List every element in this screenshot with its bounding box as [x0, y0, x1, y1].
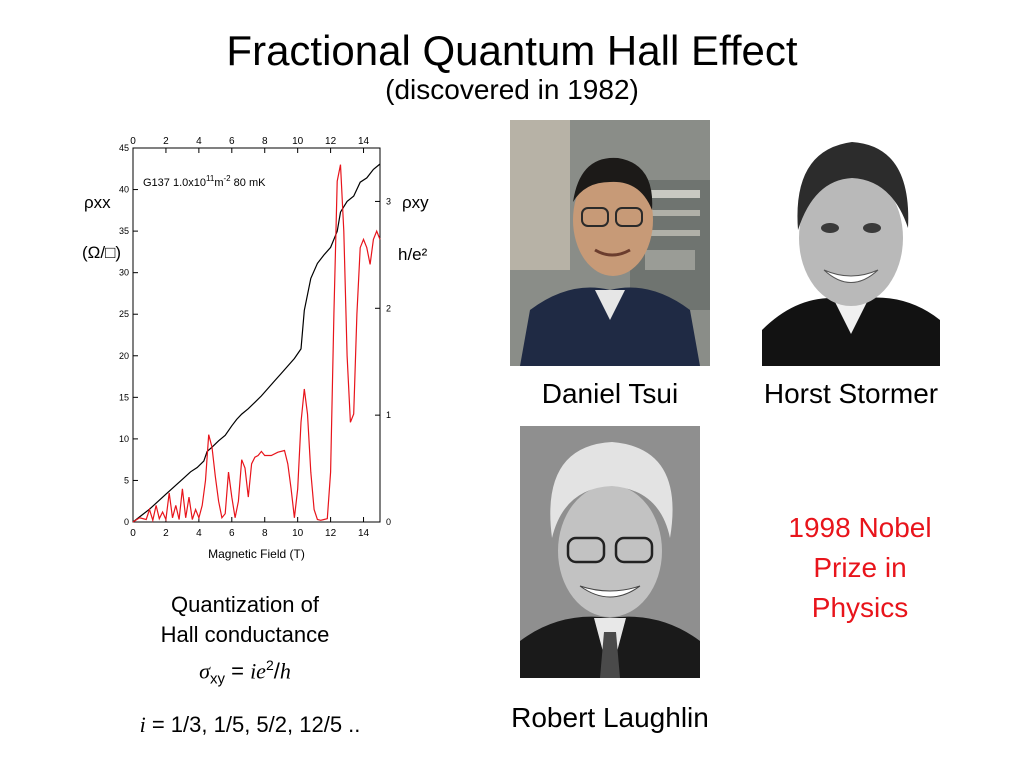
slide-title: Fractional Quantum Hall Effect: [226, 27, 798, 74]
slide-subtitle: (discovered in 1982): [385, 74, 639, 105]
y-left-tick-label: 5: [124, 475, 129, 485]
y-left-tick-label: 15: [119, 392, 129, 402]
formula-sub: xy: [209, 670, 225, 688]
x-tick-label: 2: [163, 528, 169, 539]
y-left-tick-label: 45: [119, 143, 129, 153]
x-tick-label-top: 0: [130, 136, 136, 147]
sample-unit: m: [214, 177, 223, 189]
name-daniel-tsui: Daniel Tsui: [541, 378, 679, 409]
x-tick-label: 14: [358, 528, 370, 539]
nobel-prize-note: 1998 Nobel Prize in Physics: [750, 508, 970, 628]
x-tick-label: 0: [130, 528, 136, 539]
conductance-formula: σxy = ie2/h: [100, 650, 390, 695]
photo-daniel-tsui: [510, 120, 710, 366]
sample-temperature: 80 mK: [231, 177, 267, 189]
formula-slash: /: [273, 658, 280, 684]
formula-h: h: [279, 658, 291, 684]
caption-line-1: Quantization of: [171, 592, 319, 617]
y-left-tick-label: 35: [119, 226, 129, 236]
sample-label: G137 1.0x10: [143, 177, 206, 189]
hall-effect-chart: 0022446688101012121414051015202530354045…: [82, 136, 429, 561]
caption-line-2: Hall conductance: [160, 622, 330, 647]
x-tick-label: 8: [262, 528, 268, 539]
y-left-tick-label: 10: [119, 434, 129, 444]
nobel-line-2: Prize in: [813, 552, 907, 583]
y-left-tick-label: 30: [119, 268, 129, 278]
x-tick-label-top: 10: [292, 136, 304, 147]
filling-factors: i = 1/3, 1/5, 5/2, 12/5 ..: [90, 710, 410, 740]
y-right-tick-label: 2: [386, 303, 391, 313]
y-left-tick-label: 0: [124, 517, 129, 527]
left-axis-label: ρxx: [84, 193, 111, 212]
x-tick-label: 10: [292, 528, 304, 539]
y-right-tick-label: 3: [386, 196, 391, 206]
y-right-tick-label: 1: [386, 410, 391, 420]
sample-exp: 11: [206, 174, 215, 183]
left-axis-unit: (Ω/□): [82, 243, 121, 262]
photo-robert-laughlin: [520, 426, 700, 678]
x-tick-label-top: 4: [196, 136, 202, 147]
right-axis-label: ρxy: [402, 193, 429, 212]
series-line-rho-xx: [132, 164, 381, 523]
x-tick-label-top: 8: [262, 136, 268, 147]
x-axis-label: Magnetic Field (T): [208, 547, 305, 561]
y-left-tick-label: 20: [119, 351, 129, 361]
series-line-rho-xy: [132, 163, 381, 523]
x-tick-label-top: 6: [229, 136, 235, 147]
x-tick-label: 12: [325, 528, 337, 539]
photo-horst-stormer: [762, 120, 940, 366]
sample-unit-exp: -2: [223, 174, 231, 183]
formula-ie: ie: [250, 658, 266, 684]
nobel-line-3: Physics: [811, 592, 909, 623]
filling-factor-values: = 1/3, 1/5, 5/2, 12/5 ..: [145, 712, 361, 737]
x-tick-label: 4: [196, 528, 202, 539]
formula-eq: =: [224, 658, 251, 684]
sample-annotation: G137 1.0x1011m-2 80 mK: [143, 174, 266, 189]
formula-sigma: σ: [199, 658, 210, 684]
x-tick-label: 6: [229, 528, 235, 539]
filling-factor-var: i: [139, 712, 146, 737]
y-left-tick-label: 25: [119, 309, 129, 319]
nobel-line-1: 1998 Nobel: [788, 512, 932, 543]
x-tick-label-top: 2: [163, 136, 169, 147]
x-tick-label-top: 14: [358, 136, 370, 147]
name-robert-laughlin: Robert Laughlin: [511, 702, 709, 733]
name-horst-stormer: Horst Stormer: [763, 378, 939, 409]
right-axis-unit: h/e²: [398, 245, 428, 264]
y-right-tick-label: 0: [386, 517, 391, 527]
y-left-tick-label: 40: [119, 185, 129, 195]
x-tick-label-top: 12: [325, 136, 337, 147]
formula-sup: 2: [265, 657, 274, 673]
plot-frame: [132, 147, 381, 523]
caption-quantization: Quantization of Hall conductance σxy = i…: [100, 590, 390, 695]
